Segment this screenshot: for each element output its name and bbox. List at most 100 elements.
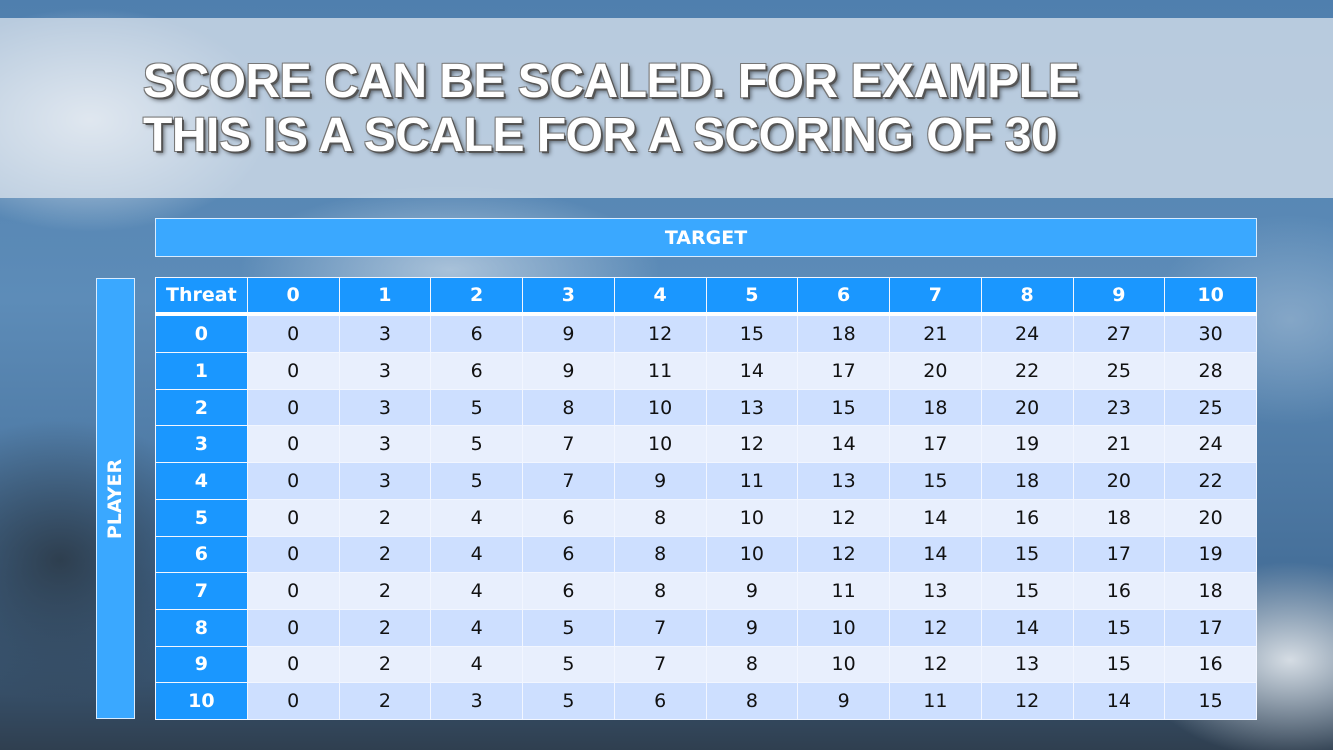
table-cell: 16 <box>1072 572 1166 610</box>
table-cell: 9 <box>522 312 615 354</box>
table-cell: 4 <box>430 498 523 537</box>
table-row: 9 0 2 4 5 7 8 10 12 13 15 16 <box>155 645 1257 684</box>
table-row: 4 0 3 5 7 9 11 13 15 18 20 22 <box>155 462 1257 500</box>
table-cell: 17 <box>889 425 982 464</box>
table-cell: 27 <box>1072 312 1166 354</box>
column-header: 2 <box>430 277 523 316</box>
table-cell: 6 <box>522 535 615 574</box>
table-row: 0 0 3 6 9 12 15 18 21 24 27 30 <box>155 312 1257 354</box>
score-scale-table: Threat 0 1 2 3 4 5 6 7 8 9 10 0 0 3 6 9 12 15 18 21 24 27 30 1… <box>155 277 1257 720</box>
table-cell: 5 <box>522 608 615 647</box>
table-cell: 0 <box>246 682 340 720</box>
table-cell: 14 <box>889 498 982 537</box>
table-cell: 2 <box>338 572 432 610</box>
table-cell: 15 <box>980 572 1074 610</box>
table-cell: 13 <box>797 462 890 500</box>
table-cell: 18 <box>889 388 982 427</box>
column-header: 6 <box>797 277 890 316</box>
column-header: 9 <box>1072 277 1166 316</box>
table-cell: 28 <box>1164 352 1257 390</box>
row-header: 8 <box>155 608 248 647</box>
player-header: PLAYER <box>96 278 135 719</box>
table-row: 5 0 2 4 6 8 10 12 14 16 18 20 <box>155 498 1257 537</box>
table-cell: 20 <box>1072 462 1166 500</box>
table-cell: 3 <box>430 682 523 720</box>
table-cell: 6 <box>430 352 523 390</box>
table-cell: 11 <box>889 682 982 720</box>
row-header: 3 <box>155 425 248 464</box>
table-cell: 4 <box>430 535 523 574</box>
table-cell: 0 <box>246 312 340 354</box>
table-cell: 11 <box>613 352 707 390</box>
table-cell: 15 <box>980 535 1074 574</box>
table-cell: 9 <box>705 572 799 610</box>
table-cell: 14 <box>889 535 982 574</box>
table-cell: 22 <box>980 352 1074 390</box>
table-cell: 4 <box>430 608 523 647</box>
table-cell: 13 <box>889 572 982 610</box>
target-header: TARGET <box>155 218 1257 257</box>
table-cell: 2 <box>338 498 432 537</box>
row-header: 1 <box>155 352 248 390</box>
table-cell: 12 <box>797 535 890 574</box>
table-cell: 14 <box>1072 682 1166 720</box>
table-cell: 3 <box>338 388 432 427</box>
table-cell: 25 <box>1164 388 1257 427</box>
table-cell: 7 <box>613 608 707 647</box>
table-row: 7 0 2 4 6 8 9 11 13 15 16 18 <box>155 572 1257 610</box>
table-cell: 12 <box>889 645 982 684</box>
title-band <box>0 18 1333 198</box>
table-cell: 0 <box>246 645 340 684</box>
column-header: 4 <box>613 277 707 316</box>
table-cell: 10 <box>797 608 890 647</box>
table-cell: 19 <box>980 425 1074 464</box>
row-header: 0 <box>155 312 248 354</box>
table-cell: 12 <box>889 608 982 647</box>
table-cell: 4 <box>430 572 523 610</box>
table-cell: 3 <box>338 425 432 464</box>
table-cell: 17 <box>1072 535 1166 574</box>
table-cell: 14 <box>980 608 1074 647</box>
table-cell: 10 <box>797 645 890 684</box>
table-cell: 16 <box>1164 645 1257 684</box>
table-cell: 8 <box>705 645 799 684</box>
table-cell: 10 <box>705 535 799 574</box>
header-row: Threat 0 1 2 3 4 5 6 7 8 9 10 <box>155 277 1257 316</box>
table-cell: 20 <box>889 352 982 390</box>
table-cell: 9 <box>522 352 615 390</box>
column-header: 0 <box>246 277 340 316</box>
table-cell: 12 <box>613 312 707 354</box>
table-cell: 7 <box>522 425 615 464</box>
table-cell: 21 <box>1072 425 1166 464</box>
table-row: 1 0 3 6 9 11 14 17 20 22 25 28 <box>155 352 1257 390</box>
table-cell: 8 <box>705 682 799 720</box>
table-cell: 12 <box>705 425 799 464</box>
table-cell: 6 <box>522 572 615 610</box>
table-cell: 6 <box>430 312 523 354</box>
table-cell: 0 <box>246 535 340 574</box>
table-row: 10 0 2 3 5 6 8 9 11 12 14 15 <box>155 682 1257 720</box>
table-cell: 22 <box>1164 462 1257 500</box>
table-cell: 15 <box>889 462 982 500</box>
table-cell: 23 <box>1072 388 1166 427</box>
table-cell: 3 <box>338 462 432 500</box>
title-line-1: SCORE CAN BE SCALED. FOR EXAMPLE <box>143 55 1080 108</box>
table-cell: 6 <box>522 498 615 537</box>
row-header: 7 <box>155 572 248 610</box>
table-cell: 5 <box>522 645 615 684</box>
table-cell: 21 <box>889 312 982 354</box>
row-header: 4 <box>155 462 248 500</box>
table-row: 8 0 2 4 5 7 9 10 12 14 15 17 <box>155 608 1257 647</box>
column-header: 5 <box>705 277 799 316</box>
column-header: 8 <box>980 277 1074 316</box>
table-cell: 18 <box>1072 498 1166 537</box>
table-cell: 24 <box>1164 425 1257 464</box>
table-cell: 18 <box>797 312 890 354</box>
table-cell: 13 <box>980 645 1074 684</box>
table-cell: 14 <box>797 425 890 464</box>
table-cell: 12 <box>980 682 1074 720</box>
slide-title: SCORE CAN BE SCALED. FOR EXAMPLE THIS IS… <box>143 55 1080 163</box>
table-row: 3 0 3 5 7 10 12 14 17 19 21 24 <box>155 425 1257 464</box>
column-header: 1 <box>338 277 432 316</box>
table-cell: 0 <box>246 425 340 464</box>
